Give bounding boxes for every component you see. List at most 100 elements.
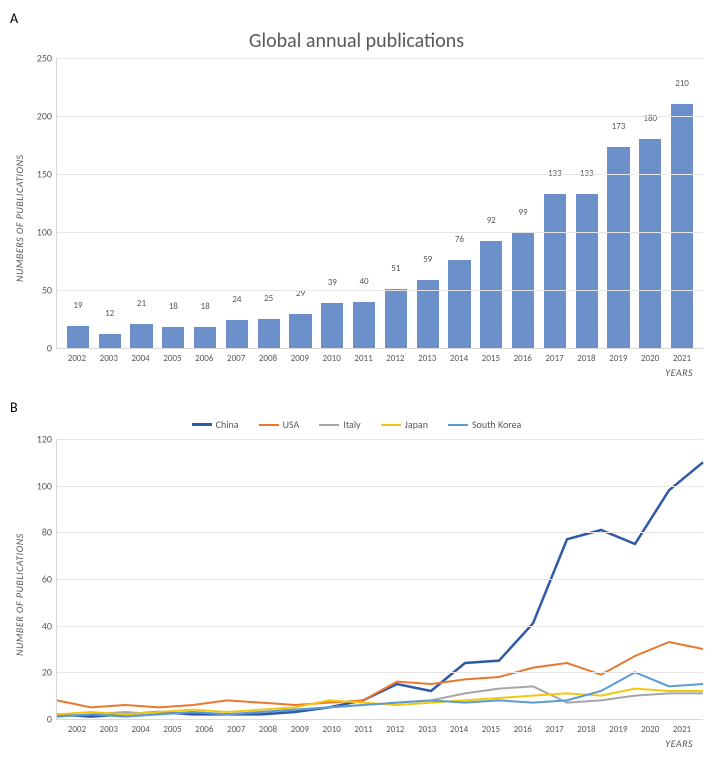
x-tick: 2015 bbox=[475, 349, 507, 364]
y-tick: 0 bbox=[47, 342, 57, 355]
bar bbox=[99, 334, 121, 348]
bar-group: 18 bbox=[189, 58, 221, 348]
bar bbox=[321, 303, 343, 348]
legend-item: China bbox=[192, 418, 239, 431]
legend-label: Italy bbox=[343, 418, 360, 431]
legend-swatch bbox=[448, 424, 468, 426]
x-tick: 2004 bbox=[125, 720, 157, 735]
panel-b-legend: China USA Italy Japan South Korea bbox=[10, 418, 703, 431]
legend-swatch bbox=[381, 424, 401, 426]
series-line bbox=[57, 642, 703, 707]
x-tick: 2006 bbox=[188, 349, 220, 364]
y-tick: 100 bbox=[37, 226, 57, 239]
y-tick: 250 bbox=[37, 52, 57, 65]
panel-a: A Global annual publications NUMBERS OF … bbox=[10, 10, 703, 379]
bar bbox=[448, 260, 470, 348]
x-tick: 2009 bbox=[284, 720, 316, 735]
bar-group: 180 bbox=[634, 58, 666, 348]
x-tick: 2018 bbox=[571, 349, 603, 364]
bar-group: 29 bbox=[285, 58, 317, 348]
y-tick: 40 bbox=[42, 619, 57, 632]
panel-b-y-label: NUMBER OF PUBLICATIONS bbox=[10, 439, 26, 750]
bar-value-label: 59 bbox=[423, 254, 432, 267]
bar-group: 76 bbox=[444, 58, 476, 348]
bar bbox=[258, 319, 280, 348]
bar bbox=[194, 327, 216, 348]
legend-label: USA bbox=[283, 418, 300, 431]
y-tick: 20 bbox=[42, 666, 57, 679]
bar-group: 39 bbox=[316, 58, 348, 348]
legend-label: China bbox=[216, 418, 239, 431]
legend-label: South Korea bbox=[472, 418, 521, 431]
bar-value-label: 51 bbox=[391, 263, 400, 276]
x-tick: 2003 bbox=[93, 720, 125, 735]
bar bbox=[480, 241, 502, 348]
bar-group: 18 bbox=[157, 58, 189, 348]
x-tick: 2010 bbox=[316, 720, 348, 735]
x-tick: 2014 bbox=[443, 720, 475, 735]
x-tick: 2013 bbox=[411, 720, 443, 735]
bar-group: 24 bbox=[221, 58, 253, 348]
x-tick: 2016 bbox=[507, 349, 539, 364]
x-tick: 2006 bbox=[188, 720, 220, 735]
bar-value-label: 19 bbox=[73, 300, 82, 313]
bar-group: 19 bbox=[62, 58, 94, 348]
x-tick: 2010 bbox=[316, 349, 348, 364]
bar-group: 21 bbox=[126, 58, 158, 348]
bar-group: 59 bbox=[412, 58, 444, 348]
x-tick: 2017 bbox=[539, 720, 571, 735]
x-tick: 2021 bbox=[666, 349, 698, 364]
x-tick: 2005 bbox=[157, 349, 189, 364]
x-tick: 2018 bbox=[571, 720, 603, 735]
bar-group: 92 bbox=[475, 58, 507, 348]
bar bbox=[639, 139, 661, 348]
x-tick: 2002 bbox=[61, 349, 93, 364]
x-tick: 2007 bbox=[220, 349, 252, 364]
panel-b-label: B bbox=[10, 399, 703, 416]
bar bbox=[607, 147, 629, 348]
panel-a-x-label: YEARS bbox=[26, 366, 693, 379]
bar bbox=[576, 194, 598, 348]
bar-group: 40 bbox=[348, 58, 380, 348]
y-tick: 50 bbox=[42, 284, 57, 297]
bar-value-label: 21 bbox=[137, 298, 146, 311]
bar-value-label: 76 bbox=[455, 234, 464, 247]
bar bbox=[385, 289, 407, 348]
y-tick: 150 bbox=[37, 168, 57, 181]
bar-value-label: 40 bbox=[360, 276, 369, 289]
x-tick: 2002 bbox=[61, 720, 93, 735]
legend-item: Japan bbox=[381, 418, 428, 431]
y-tick: 0 bbox=[47, 713, 57, 726]
bar-value-label: 210 bbox=[675, 78, 689, 91]
x-tick: 2003 bbox=[93, 349, 125, 364]
x-tick: 2007 bbox=[220, 720, 252, 735]
legend-item: Italy bbox=[319, 418, 360, 431]
x-tick: 2019 bbox=[602, 349, 634, 364]
panel-b-x-label: YEARS bbox=[26, 737, 693, 750]
legend-swatch bbox=[319, 424, 339, 426]
bar-group: 173 bbox=[603, 58, 635, 348]
bar bbox=[226, 320, 248, 348]
bar bbox=[353, 302, 375, 348]
x-tick: 2004 bbox=[125, 349, 157, 364]
bar-value-label: 24 bbox=[232, 294, 241, 307]
legend-label: Japan bbox=[405, 418, 428, 431]
y-tick: 100 bbox=[37, 479, 57, 492]
y-tick: 80 bbox=[42, 526, 57, 539]
y-tick: 60 bbox=[42, 573, 57, 586]
panel-a-y-label: NUMBERS OF PUBLICATIONS bbox=[10, 58, 26, 379]
x-tick: 2016 bbox=[507, 720, 539, 735]
bar-value-label: 12 bbox=[105, 308, 114, 321]
panel-a-label: A bbox=[10, 10, 703, 27]
bar-value-label: 173 bbox=[612, 121, 626, 134]
legend-item: USA bbox=[259, 418, 300, 431]
bar-value-label: 99 bbox=[518, 207, 527, 220]
panel-b-plot: 020406080100120 bbox=[56, 439, 703, 720]
x-tick: 2009 bbox=[284, 349, 316, 364]
x-tick: 2011 bbox=[348, 349, 380, 364]
bar bbox=[671, 104, 693, 348]
bar-group: 25 bbox=[253, 58, 285, 348]
bar-value-label: 18 bbox=[201, 301, 210, 314]
bar-group: 51 bbox=[380, 58, 412, 348]
x-tick: 2017 bbox=[539, 349, 571, 364]
